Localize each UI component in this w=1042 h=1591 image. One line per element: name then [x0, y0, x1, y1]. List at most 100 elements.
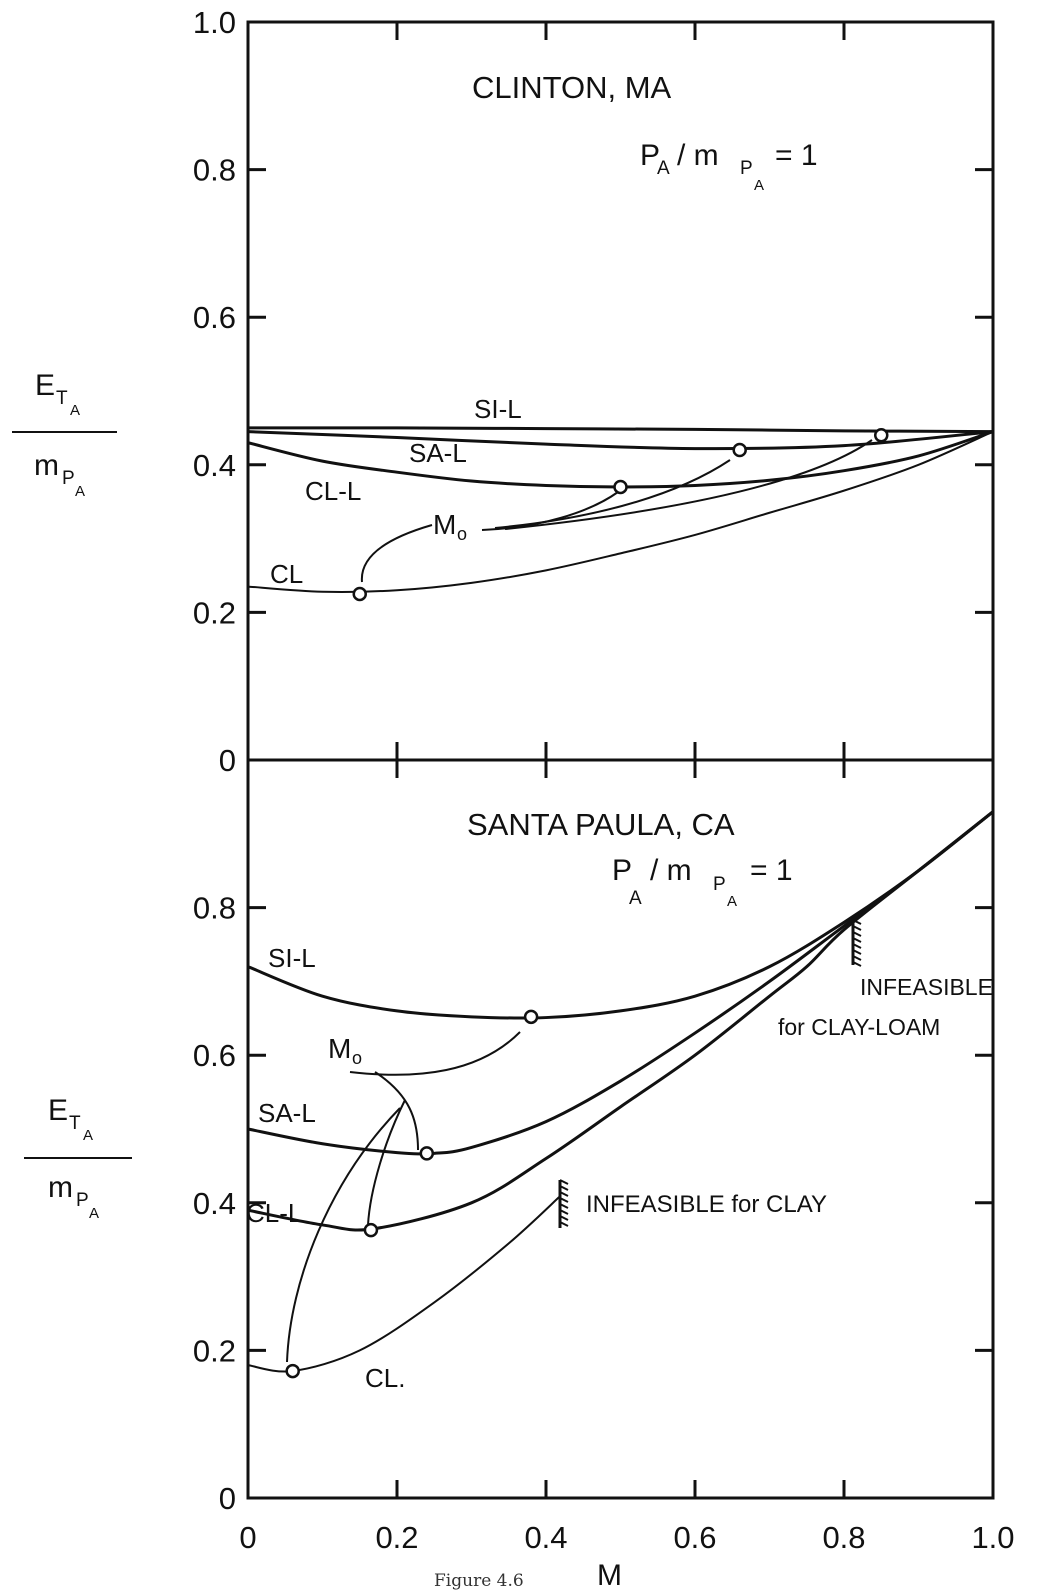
top-ylab-m: m [34, 449, 59, 482]
top-ytick-label: 0.4 [193, 448, 236, 483]
infeasible-clayloam-marker-hatch [852, 937, 862, 943]
bottom-ytick-label: 0 [219, 1481, 236, 1516]
infeasible-clayloam-marker-hatch [852, 931, 862, 937]
optimum-markers [285, 428, 889, 1379]
bottom-ylab-A2: A [89, 1205, 99, 1222]
bottom-series-label-sal: SA-L [258, 1098, 316, 1128]
bottom-mo-o: o [352, 1048, 362, 1068]
infeasible-clayloam-marker-hatch [852, 961, 862, 967]
infeasible-clayloam-marker-hatch [852, 943, 862, 949]
top-ylab-A2: A [75, 483, 85, 500]
top-y-label: E T A m P A [12, 369, 117, 500]
figure-caption: Figure 4.6 [434, 1571, 524, 1591]
bottom-ratio-eq: = 1 [750, 854, 793, 887]
x-tick-label: 0.8 [822, 1520, 865, 1555]
infeasible-clayloam-marker-hatch [852, 955, 862, 961]
top-optimum-marker [874, 428, 889, 443]
top-optimum-marker [352, 586, 367, 602]
infeasible-clayloam-note: INFEASIBLE for CLAY-LOAM [778, 974, 993, 1040]
top-ratio-slash-m: / m [677, 139, 719, 172]
plot-frame [246, 20, 995, 1500]
mo-leader-line [349, 1031, 521, 1076]
x-tick-label: 0.4 [524, 1520, 567, 1555]
top-ytick-label: 0.6 [193, 300, 236, 335]
bottom-panel-title: SANTA PAULA, CA [467, 807, 735, 842]
top-curve-sal [247, 430, 994, 451]
top-ytick-label: 0.2 [193, 595, 236, 630]
bottom-ratio-sub-A: A [727, 893, 737, 910]
bottom-optimum-marker [363, 1222, 379, 1238]
top-curve-cl [247, 430, 994, 593]
bottom-ylab-E: E [48, 1094, 68, 1127]
axis-ticks [248, 20, 993, 1500]
bottom-ratio-A: A [629, 888, 642, 909]
infeasible-clay-note: INFEASIBLE for CLAY [586, 1191, 827, 1218]
top-ylab-T: T [56, 388, 68, 409]
top-ratio-eq: = 1 [775, 139, 818, 172]
tick-labels: 0 0.2 0.4 0.6 0.8 1.0 0 0.2 0.4 0.6 0.8 0 0.2 0.4 0.6 0… [193, 5, 1015, 1555]
top-ratio-P: P [640, 139, 660, 172]
top-ratio-sub-A: A [754, 177, 764, 194]
bottom-ylab-T: T [69, 1113, 81, 1134]
top-mo-o: o [457, 524, 467, 544]
x-tick-label: 0 [239, 1520, 256, 1555]
bottom-y-label: E T A m P A [24, 1094, 132, 1222]
bottom-ratio-label: P A / m P A = 1 [612, 854, 793, 910]
top-ratio-A: A [657, 158, 670, 179]
top-panel-title: CLINTON, MA [472, 70, 672, 105]
top-ylab-E: E [35, 369, 55, 402]
top-ratio-sub-P: P [740, 158, 753, 179]
bottom-ylab-P: P [76, 1190, 89, 1211]
infeasible-clay-marker-hatch [559, 1203, 569, 1209]
infeasible-clayloam-line2: for CLAY-LOAM [778, 1014, 940, 1040]
bottom-ratio-slash-m: / m [650, 854, 692, 887]
infeasible-clay-marker-hatch [559, 1185, 569, 1191]
mo-leader-line [286, 1107, 401, 1363]
x-tick-label: 0.6 [673, 1520, 716, 1555]
bottom-series-label-cll: CL-L [246, 1198, 302, 1228]
mo-leader-line [481, 491, 619, 531]
infeasible-clayloam-marker-hatch [852, 925, 862, 931]
bottom-ratio-P: P [612, 854, 632, 887]
infeasible-clay-marker-hatch [559, 1191, 569, 1197]
bottom-curve-sal [247, 810, 994, 1156]
top-series-label-sil: SI-L [474, 394, 522, 424]
infeasible-clay-marker-hatch [559, 1209, 569, 1215]
bottom-optimum-marker [523, 1009, 539, 1025]
top-ylab-P: P [62, 468, 75, 489]
top-optimum-marker [613, 479, 628, 495]
bottom-optimum-marker [285, 1363, 300, 1379]
top-mo-M: M [433, 509, 456, 540]
x-tick-label: 0.2 [375, 1520, 418, 1555]
infeasible-clay-marker-hatch [559, 1197, 569, 1203]
mo-leader-line [504, 439, 873, 530]
top-mo-label: M o [433, 509, 467, 544]
top-ytick-label: 0.8 [193, 153, 236, 188]
bottom-ytick-label: 0.4 [193, 1186, 236, 1221]
mo-leader-line [494, 459, 731, 529]
mo-leader-line [374, 1071, 419, 1151]
bottom-ytick-label: 0.8 [193, 891, 236, 926]
infeasible-clayloam-marker-hatch [852, 919, 862, 925]
infeasible-clayloam-line1: INFEASIBLE [860, 974, 993, 1000]
bottom-series-label-cl: CL. [365, 1363, 405, 1393]
top-optimum-marker [732, 442, 747, 458]
bottom-optimum-marker [419, 1146, 435, 1161]
top-ratio-label: P A / m P A = 1 [640, 139, 818, 194]
bottom-ylab-m: m [48, 1171, 73, 1204]
bottom-series-label-sil: SI-L [268, 943, 316, 973]
x-tick-label: 1.0 [971, 1520, 1014, 1555]
bottom-ratio-sub-P: P [713, 874, 726, 895]
mo-leader-line [367, 1099, 406, 1226]
infeasible-clayloam-marker-hatch [852, 949, 862, 955]
infeasible-clay-marker-hatch [559, 1215, 569, 1221]
top-series-labels: SI-L SA-L CL-L CL [270, 394, 522, 589]
bottom-ytick-label: 0.6 [193, 1038, 236, 1073]
top-ytick-label: 1.0 [193, 5, 236, 40]
infeasible-clay-marker-hatch [559, 1221, 569, 1227]
top-series-label-sal: SA-L [409, 438, 467, 468]
bottom-ytick-label: 0.2 [193, 1333, 236, 1368]
top-series-label-cll: CL-L [305, 476, 361, 506]
top-ytick-label: 0 [219, 743, 236, 778]
